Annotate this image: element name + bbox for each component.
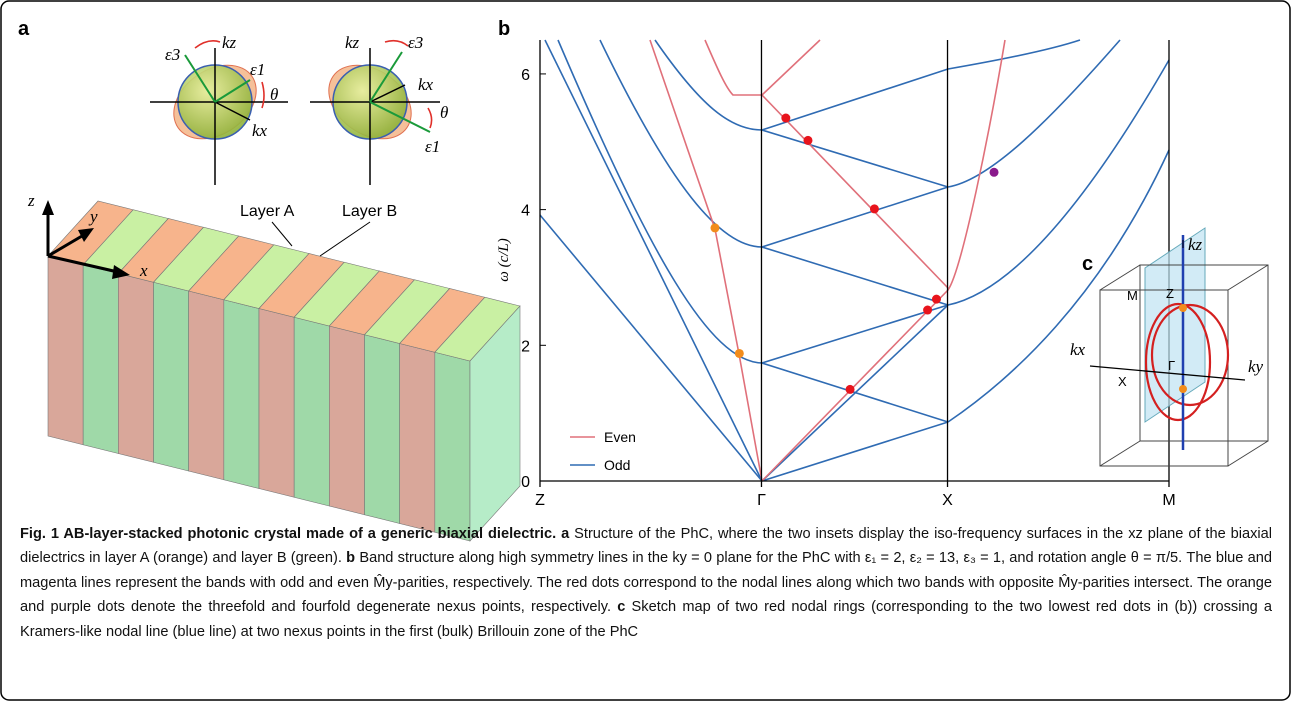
angle-label: θ: [270, 85, 278, 104]
point-label: M: [1127, 288, 1138, 303]
caption-title: Fig. 1 AB-layer-stacked photonic crystal…: [20, 526, 556, 542]
y-tick-label: 2: [521, 338, 530, 355]
bands: [540, 40, 1169, 481]
axis-label: ε3: [408, 33, 423, 52]
y-tick-label: 0: [521, 474, 530, 491]
caption-label: b: [346, 550, 355, 566]
axis-label: ε1: [250, 60, 265, 79]
slab-front: [189, 291, 224, 480]
nexus-point: [1179, 385, 1187, 393]
panel-letter: a: [18, 18, 30, 40]
point-label: Z: [1166, 286, 1174, 301]
axis-label: kx: [1070, 340, 1086, 359]
slab-front: [329, 326, 364, 515]
slab: [48, 201, 520, 541]
axis-label: ε3: [165, 45, 180, 64]
degeneracy-point: [710, 223, 719, 232]
points: [710, 114, 998, 394]
slab-front: [259, 309, 294, 498]
panel-letter: b: [498, 18, 510, 40]
legend-label: Odd: [604, 457, 630, 473]
axis-label: kx: [252, 121, 268, 140]
degeneracy-point: [803, 136, 812, 145]
degeneracy-point: [846, 385, 855, 394]
caption-label: c: [617, 599, 625, 615]
angle-label: θ: [440, 103, 448, 122]
panel-letter: c: [1082, 253, 1093, 275]
degeneracy-point: [735, 349, 744, 358]
slab-front: [400, 344, 435, 533]
nexus-point: [1179, 304, 1187, 312]
axis-label: kz: [345, 33, 360, 52]
slab-front: [435, 352, 470, 541]
axis-label: kx: [418, 75, 434, 94]
x-tick-label: Z: [535, 492, 545, 509]
page: a z y x Layer A Layer B kz kx ε3 ε1 θ kz…: [0, 0, 1292, 702]
x-tick-label: M: [1162, 492, 1175, 509]
caption-label: a: [561, 526, 569, 542]
slab-front: [118, 274, 153, 463]
degeneracy-point: [923, 306, 932, 315]
ellipsoid-b: [310, 41, 440, 185]
leader: [272, 222, 292, 246]
caption: Fig. 1 AB-layer-stacked photonic crystal…: [20, 522, 1272, 644]
axis-label: y: [88, 207, 98, 226]
layer-label: Layer A: [240, 203, 295, 220]
x-tick-label: X: [942, 492, 953, 509]
axis-label: kz: [222, 33, 237, 52]
axis-label: z: [27, 191, 35, 210]
slab-front: [224, 300, 259, 489]
y-tick-label: 6: [521, 67, 530, 84]
layer-label: Layer B: [342, 203, 397, 220]
brillouin-box: [1090, 228, 1268, 466]
y-tick-label: 4: [521, 203, 530, 220]
y-axis-label: ω (c/L): [496, 238, 512, 282]
degeneracy-point: [990, 168, 999, 177]
leader: [320, 222, 370, 256]
slab-front: [83, 265, 118, 454]
degeneracy-point: [870, 204, 879, 213]
degeneracy-point: [932, 295, 941, 304]
slab-front: [294, 317, 329, 506]
slab-front: [365, 335, 400, 524]
degeneracy-point: [781, 114, 790, 123]
legend: Even Odd: [570, 429, 636, 473]
axis-label: kz: [1188, 235, 1203, 254]
axis-label: ky: [1248, 357, 1264, 376]
slab-front: [48, 256, 83, 445]
axis-label: ε1: [425, 137, 440, 156]
slab-front: [154, 282, 189, 471]
axis-label: x: [139, 261, 148, 280]
x-tick-label: Γ: [757, 492, 766, 509]
point-label: Γ: [1168, 358, 1175, 373]
legend-label: Even: [604, 429, 636, 445]
point-label: X: [1118, 374, 1127, 389]
